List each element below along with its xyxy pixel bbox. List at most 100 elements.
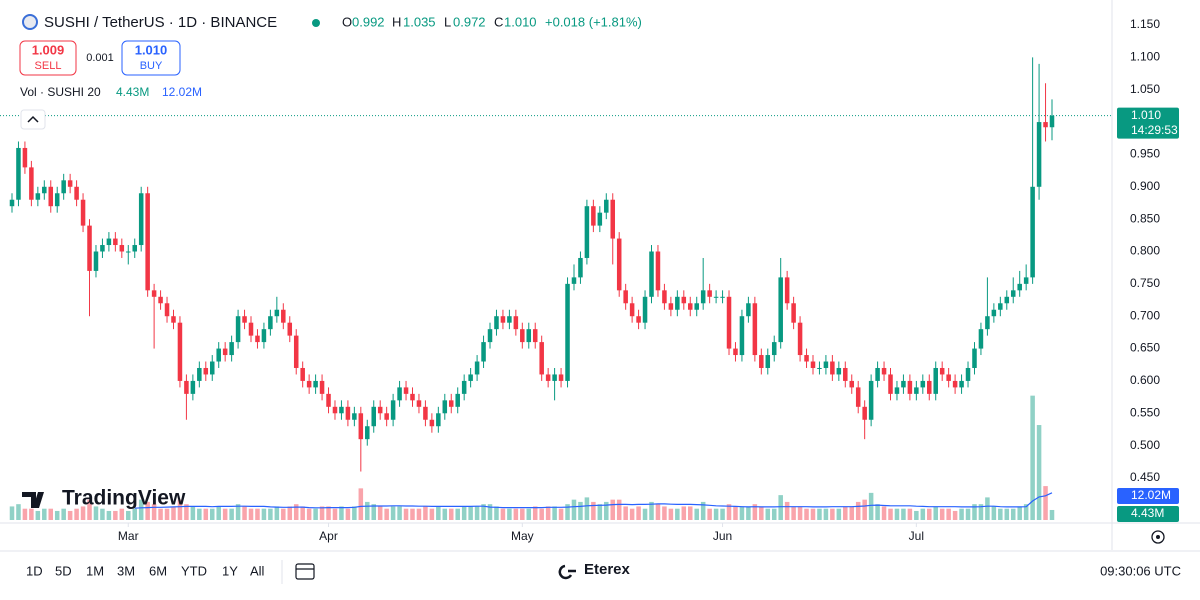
volume-bar [248,508,254,520]
range-button[interactable]: All [250,563,265,578]
sell-button[interactable] [19,40,77,76]
settings-icon[interactable] [1151,530,1165,544]
volume-bar [74,508,79,520]
candle-body [190,380,196,394]
volume-bar [235,504,241,520]
candle-body [552,374,557,381]
candle-body [823,361,829,368]
settings-icon [1156,535,1160,539]
volume-bar [16,504,21,520]
candle-body [662,290,667,304]
volume-bar [145,501,150,520]
range-button[interactable]: YTD [181,563,207,578]
volume-bar [1004,508,1010,520]
candles [9,57,1055,472]
candle-body [326,393,331,407]
volume-bar [985,497,990,520]
candle-body [571,277,577,284]
candle-body [636,316,641,323]
candle-body [817,367,822,369]
volume-bar [939,508,945,520]
calendar-icon[interactable] [295,563,315,580]
candle-body [830,361,835,375]
volume-bar [765,508,771,520]
volume-ma-line [134,492,1053,509]
volume-bar [739,506,745,520]
candle-body [668,303,674,310]
volume-bar [93,506,99,520]
volume-bar [229,508,234,520]
volume-bar [713,508,719,520]
volume-bar [455,508,460,520]
volume-bar [901,508,906,520]
candle-body [610,199,616,239]
candle-body [203,367,209,375]
candle-body [1043,122,1048,128]
y-tick-label: 0.900 [1130,179,1160,193]
range-button[interactable]: 1Y [222,563,238,578]
range-button[interactable]: 1M [86,563,104,578]
y-tick-label: 0.600 [1130,373,1160,387]
volume-bar [959,508,964,520]
candle-body [1036,122,1042,187]
volume-bar [358,488,364,520]
volume-bar [907,508,913,520]
candle-body [565,283,570,381]
volume-bar [1036,425,1042,520]
volume-bar [784,501,790,520]
volume-bar [571,499,577,520]
x-tick-label: Mar [118,529,139,543]
volume-bar [274,506,280,520]
candle-body [1017,283,1022,291]
volume-bar [132,508,137,520]
y-tick-label: 1.100 [1130,50,1160,64]
candle-body [500,316,506,323]
volume-bar [720,508,725,520]
range-button[interactable]: 5D [55,563,72,578]
volume-bar [468,506,473,520]
volume-bar [604,501,609,520]
volume-ma-tag-label: 12.02M [1131,488,1171,502]
candle-body [1004,296,1010,304]
candle-body [119,245,125,252]
range-button[interactable]: 6M [149,563,167,578]
volume-bar [474,506,480,520]
x-tick-label: Jun [713,529,732,543]
volume-bar [436,506,441,520]
brand: Eterex [584,561,631,578]
collapse-icon [27,115,39,123]
candle-body [604,199,609,213]
volume-bar [1049,509,1055,520]
candle-body [649,251,654,297]
volume-bar [138,499,144,520]
candle-body [532,329,538,343]
status-dot [312,19,320,27]
range-button[interactable]: 1D [26,563,43,578]
candle-body [843,367,848,381]
candle-body [558,374,564,381]
volume-bar [345,508,351,520]
range-button[interactable]: 3M [117,563,135,578]
candle-body [726,296,732,349]
candle-body [526,329,532,343]
collapse-button[interactable] [20,109,46,130]
candle-body [1023,277,1029,284]
candle-body [306,380,312,388]
volume-bar [371,504,376,520]
volume-bar [403,508,409,520]
y-tick-label: 0.650 [1130,341,1160,355]
volume-bar [216,506,221,520]
candle-body [752,303,758,356]
buy-button[interactable] [121,40,181,76]
volume-bar [629,508,635,520]
volume-bar [416,508,422,520]
candle-body [197,367,202,381]
candle-body [681,296,687,304]
candle-body [365,426,370,440]
candle-body [229,342,234,356]
candle-body [468,374,473,381]
volume-bar [707,508,712,520]
volume-bar [675,508,680,520]
candle-body [352,413,357,420]
volume-bar [87,499,92,520]
